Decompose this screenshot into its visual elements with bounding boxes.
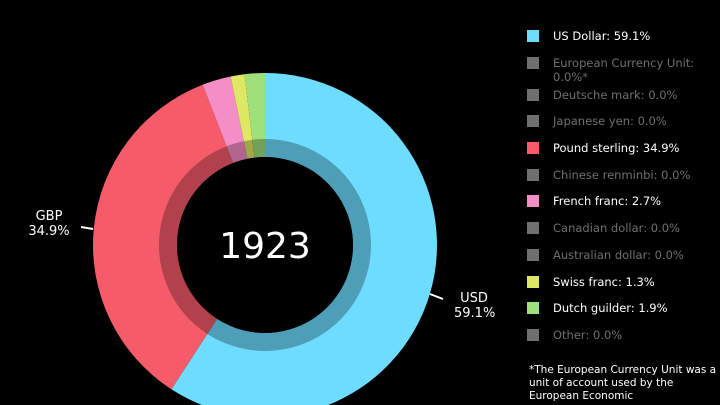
slice-label-gbp: GBP 34.9% [28, 209, 70, 239]
legend-item-chinese-renminbi: Chinese renminbi: 0.0% [527, 168, 717, 195]
leader-line-gbp [80, 226, 94, 230]
legend-label: Swiss franc: 1.3% [553, 274, 655, 289]
center-year-label: 1923 [219, 226, 311, 267]
legend-label: Dutch guilder: 1.9% [553, 301, 668, 316]
legend-item-australian-dollar: Australian dollar: 0.0% [527, 248, 717, 275]
legend-swatch [527, 248, 539, 261]
legend-label: European Currency Unit: 0.0%* [553, 55, 695, 84]
slice-swiss-franc [230, 74, 255, 159]
legend-swatch [527, 88, 539, 101]
slice-pound-sterling [92, 84, 234, 390]
legend-item-dutch-guilder: Dutch guilder: 1.9% [527, 301, 717, 328]
legend-swatch [527, 302, 539, 315]
legend-label: Australian dollar: 0.0% [553, 247, 684, 262]
slice-label-usd-percent: 59.1% [454, 306, 496, 321]
legend-item-deutsche-mark: Deutsche mark: 0.0% [527, 88, 717, 115]
legend-swatch [527, 275, 539, 288]
legend-label: Pound sterling: 34.9% [553, 141, 680, 156]
legend-swatch [527, 328, 539, 341]
slice-label-gbp-code: GBP [35, 209, 63, 224]
slice-french-franc [202, 76, 248, 163]
slice-label-gbp-percent: 34.9% [28, 224, 70, 239]
legend-swatch [527, 168, 539, 181]
legend-item-french-franc: French franc: 2.7% [527, 194, 717, 221]
legend-swatch [527, 56, 539, 69]
legend-item-swiss-franc: Swiss franc: 1.3% [527, 275, 717, 302]
legend-label: French franc: 2.7% [553, 194, 662, 209]
legend-swatch [527, 142, 539, 155]
legend-label: Other: 0.0% [553, 327, 623, 342]
legend-swatch [527, 222, 539, 235]
legend-swatch [527, 115, 539, 128]
legend-item-pound-sterling: Pound sterling: 34.9% [527, 141, 717, 168]
legend-label: Chinese renminbi: 0.0% [553, 167, 691, 182]
leader-line-usd [429, 293, 444, 300]
legend-swatch [527, 30, 539, 42]
legend-label: Japanese yen: 0.0% [553, 114, 667, 129]
slice-label-usd-code: USD [460, 291, 488, 306]
legend-item-european-currency-unit: European Currency Unit: 0.0%* [527, 56, 717, 88]
footnote: *The European Currency Unit was a unit o… [529, 364, 717, 402]
donut-inner-ring [159, 139, 371, 351]
donut-hole [177, 157, 353, 333]
legend-swatch [527, 195, 539, 208]
slice-label-usd: USD 59.1% [454, 291, 496, 321]
legend-label: US Dollar: 59.1% [553, 29, 651, 43]
slice-dutch-guilder [244, 73, 265, 158]
legend: US Dollar: 59.1% European Currency Unit:… [527, 29, 717, 355]
legend-item-japanese-yen: Japanese yen: 0.0% [527, 114, 717, 141]
legend-item-us-dollar: US Dollar: 59.1% [527, 29, 717, 56]
legend-label: Deutsche mark: 0.0% [553, 87, 678, 102]
legend-label: Canadian dollar: 0.0% [553, 221, 680, 236]
legend-item-other: Other: 0.0% [527, 328, 717, 355]
slice-us-dollar [171, 73, 437, 405]
legend-item-canadian-dollar: Canadian dollar: 0.0% [527, 221, 717, 248]
